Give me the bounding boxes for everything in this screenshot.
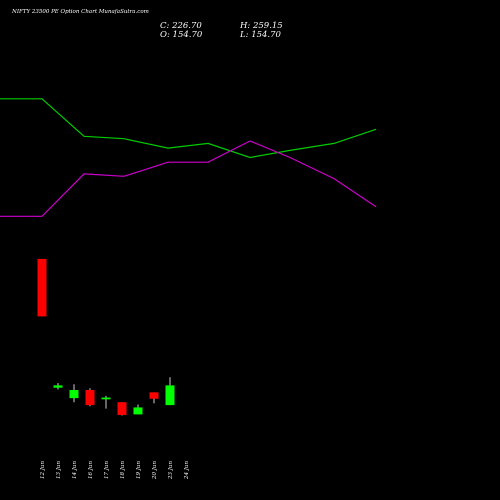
chart-title: NIFTY 23500 PE Option Chart MunafaSutra.… — [12, 9, 149, 15]
x-tick-label: 20 Jun — [152, 461, 158, 480]
x-axis-labels: 12 Jun 13 Jun 14 Jun 16 Jun 17 Jun 18 Jun 19 J… — [40, 461, 190, 480]
candle-13-jun — [53, 383, 63, 390]
candle-17-jun — [101, 395, 111, 409]
candle-20-jun — [149, 392, 159, 404]
ohlc-low: L: 154.70 — [240, 30, 281, 40]
indicator-line-1 — [0, 98, 377, 159]
x-tick-label: 19 Jun — [136, 461, 142, 479]
candle-body — [149, 392, 159, 399]
candle-body — [85, 390, 95, 406]
indicator-line-2 — [0, 140, 377, 217]
x-tick-label: 16 Jun — [88, 461, 94, 479]
x-tick-label: 12 Jun — [40, 461, 46, 479]
candle-12-jun — [37, 258, 47, 317]
candle-18-jun — [117, 402, 127, 416]
candle-body — [165, 385, 175, 406]
x-tick-label: 24 Jun — [184, 461, 190, 480]
candle-body — [53, 385, 63, 388]
x-tick-label: 18 Jun — [120, 461, 126, 479]
ohlc-open: O: 154.70 — [160, 30, 203, 40]
indicator-lines — [0, 98, 377, 217]
candle-23-jun — [165, 377, 175, 406]
ohlc-close: C: 226.70 — [160, 21, 202, 31]
x-tick-label: 17 Jun — [104, 461, 110, 479]
candle-body — [117, 402, 127, 415]
ohlc-high: H: 259.15 — [240, 21, 283, 31]
candle-14-jun — [69, 384, 79, 403]
candles — [37, 258, 175, 416]
candle-body — [133, 407, 143, 415]
x-tick-label: 13 Jun — [56, 461, 62, 479]
x-tick-label: 14 Jun — [72, 461, 78, 479]
x-tick-label: 23 Jun — [168, 461, 174, 480]
candle-16-jun — [85, 388, 95, 407]
candle-body — [101, 397, 111, 400]
candle-body — [37, 258, 47, 317]
candle-19-jun — [133, 404, 143, 415]
candle-body — [69, 390, 79, 399]
